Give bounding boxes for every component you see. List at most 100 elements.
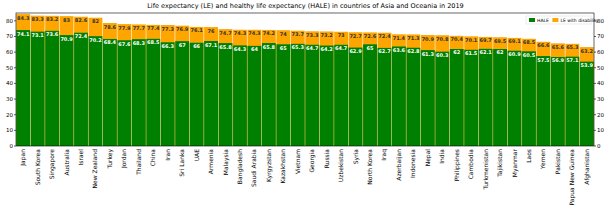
data-label: 60.5: [523, 52, 536, 58]
bars: [16, 14, 593, 146]
bar: [117, 40, 131, 146]
data-label: 74.1: [17, 31, 30, 37]
x-tick-label: Laos: [525, 149, 532, 163]
x-tick-label: Nepal: [424, 149, 432, 167]
y-tick: [594, 36, 596, 37]
data-label: 72.4: [378, 33, 391, 39]
data-label: 62.1: [479, 49, 492, 55]
y-tick-label: 60: [597, 49, 604, 55]
legend-swatch: [529, 18, 535, 22]
data-label: 65.8: [219, 44, 232, 50]
x-tick-label: India: [438, 149, 445, 164]
bar: [421, 35, 435, 146]
bar: [464, 50, 478, 146]
data-label: 66: [193, 43, 200, 49]
data-label: 65: [280, 45, 287, 51]
data-label: 83: [63, 17, 70, 23]
bar: [233, 45, 247, 146]
bar: [190, 27, 204, 146]
bar: [291, 31, 305, 146]
data-label: 76: [208, 28, 215, 34]
bar: [406, 34, 420, 146]
bar: [16, 14, 30, 146]
bar: [493, 49, 507, 146]
data-label: 70.1: [465, 37, 478, 43]
data-label: 67.6: [118, 41, 131, 47]
bar: [204, 27, 218, 146]
data-label: 70.4: [451, 36, 464, 42]
data-label: 71.4: [393, 35, 406, 41]
x-tick-label: Turkmenistan: [482, 149, 489, 191]
title: Life expectancy (LE) and healthy life ex…: [147, 2, 464, 10]
x-tick-label: China: [149, 149, 156, 166]
bar: [276, 44, 290, 146]
bar: [334, 32, 348, 146]
y-tick-label: 0: [597, 143, 601, 149]
y-tick-label: 60: [6, 49, 13, 55]
bar: [248, 30, 262, 146]
bar: [161, 42, 175, 146]
data-label: 57.1: [566, 57, 579, 63]
bar: [262, 30, 276, 146]
y-tick-label: 20: [597, 112, 604, 118]
data-label: 83.3: [32, 16, 45, 22]
y-tick-label: 40: [6, 80, 13, 86]
data-label: 70.8: [436, 36, 449, 42]
x-tick-label: Malaysia: [222, 149, 230, 176]
y-tick-label: 0: [10, 143, 14, 149]
bar: [349, 48, 363, 146]
data-label: 65.8: [263, 44, 276, 50]
data-label: 64.2: [321, 46, 334, 52]
x-tick-label: Cambodia: [467, 149, 474, 180]
data-label: 62: [497, 49, 504, 55]
data-label: 77.9: [118, 25, 131, 31]
data-label: 63.2: [581, 48, 594, 54]
data-label: 66.3: [162, 43, 175, 49]
data-label: 76.1: [190, 27, 203, 33]
bar: [334, 45, 348, 146]
x-tick-label: Papua New Guinea: [568, 149, 576, 206]
data-label: 82: [92, 18, 99, 24]
data-label: 57.5: [537, 57, 550, 63]
data-label: 73.6: [46, 31, 59, 37]
y-tick: [14, 83, 16, 84]
data-label: 68.5: [523, 39, 536, 45]
data-label: 77.7: [133, 25, 146, 31]
y-tick-label: 50: [6, 65, 13, 71]
data-label: 61.5: [465, 50, 478, 56]
data-label: 64.7: [335, 45, 348, 51]
data-label: 73.7: [292, 31, 305, 37]
plot-frame: [16, 13, 594, 146]
bar: [31, 16, 45, 146]
bar: [537, 56, 551, 146]
bar: [305, 31, 319, 146]
bar: [31, 32, 45, 146]
y-tick-label: 70: [6, 33, 13, 39]
bar: [132, 24, 146, 146]
bar: [16, 30, 30, 146]
bar: [421, 50, 435, 146]
bar: [551, 43, 565, 146]
data-label: 56.9: [552, 57, 565, 63]
data-label: 68.5: [147, 39, 160, 45]
bar: [464, 36, 478, 146]
data-label: 64.3: [234, 46, 247, 52]
data-label: 74.3: [248, 30, 261, 36]
legend-label: HALE: [537, 18, 549, 23]
x-tick-label: Kazakhstan: [279, 149, 286, 184]
x-tick-label: South Korea: [34, 149, 41, 186]
x-tick-label: Uzbekistan: [337, 149, 344, 182]
y-tick: [594, 99, 596, 100]
bar: [175, 41, 189, 146]
data-label: 65: [367, 45, 374, 51]
x-tick-label: UAE: [193, 149, 200, 161]
y-tick: [14, 130, 16, 131]
bar: [479, 37, 493, 146]
data-label: 65.3: [566, 44, 579, 50]
y-tick: [14, 67, 16, 68]
y-tick: [594, 130, 596, 131]
bar: [551, 57, 565, 146]
bar: [276, 30, 290, 146]
x-tick-label: Vietnam: [294, 149, 301, 174]
bar: [45, 16, 59, 146]
